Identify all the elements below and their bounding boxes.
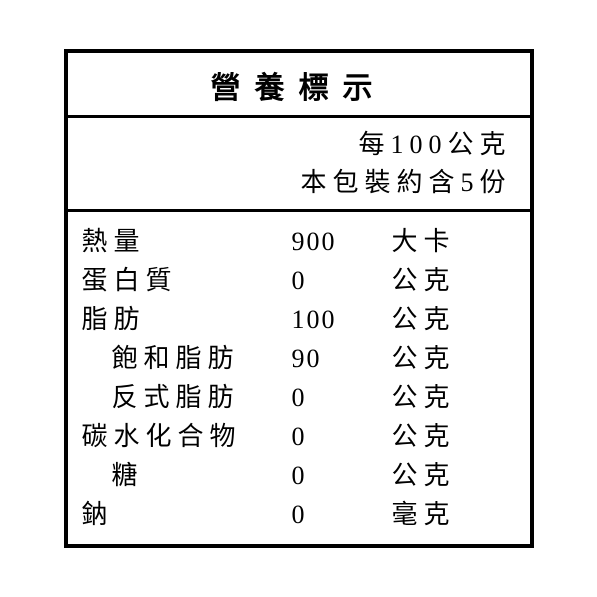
nutrient-row: 鈉 0 毫克: [82, 495, 516, 534]
nutrient-value: 0: [292, 378, 392, 417]
nutrient-row: 碳水化合物 0 公克: [82, 417, 516, 456]
nutrient-row: 飽和脂肪 90 公克: [82, 339, 516, 378]
nutrient-unit: 毫克: [392, 495, 516, 534]
nutrient-label: 碳水化合物: [82, 417, 292, 456]
nutrient-row: 脂肪 100 公克: [82, 300, 516, 339]
nutrient-unit: 公克: [392, 378, 516, 417]
nutrient-unit: 公克: [392, 339, 516, 378]
serving-line-1: 每100公克: [86, 126, 512, 164]
nutrient-label: 反式脂肪: [82, 378, 292, 417]
nutrient-label: 鈉: [82, 495, 292, 534]
serving-info: 每100公克 本包裝約含5份: [68, 118, 530, 212]
nutrient-row: 反式脂肪 0 公克: [82, 378, 516, 417]
panel-title: 營養標示: [68, 53, 530, 118]
nutrient-unit: 公克: [392, 261, 516, 300]
nutrient-value: 0: [292, 261, 392, 300]
nutrient-label: 熱量: [82, 222, 292, 261]
serving-line-2: 本包裝約含5份: [86, 164, 512, 202]
nutrient-value: 0: [292, 495, 392, 534]
nutrient-value: 100: [292, 300, 392, 339]
nutrient-value: 90: [292, 339, 392, 378]
nutrient-row: 糖 0 公克: [82, 456, 516, 495]
nutrient-value: 900: [292, 222, 392, 261]
nutrient-unit: 公克: [392, 417, 516, 456]
nutrient-unit: 大卡: [392, 222, 516, 261]
nutrient-value: 0: [292, 456, 392, 495]
nutrient-unit: 公克: [392, 456, 516, 495]
nutrient-list: 熱量 900 大卡 蛋白質 0 公克 脂肪 100 公克 飽和脂肪 90 公克 …: [68, 212, 530, 544]
nutrition-label-panel: 營養標示 每100公克 本包裝約含5份 熱量 900 大卡 蛋白質 0 公克 脂…: [64, 49, 534, 548]
nutrient-value: 0: [292, 417, 392, 456]
nutrient-label: 糖: [82, 456, 292, 495]
nutrient-label: 蛋白質: [82, 261, 292, 300]
nutrient-unit: 公克: [392, 300, 516, 339]
nutrient-label: 脂肪: [82, 300, 292, 339]
nutrient-row: 蛋白質 0 公克: [82, 261, 516, 300]
nutrient-row: 熱量 900 大卡: [82, 222, 516, 261]
nutrient-label: 飽和脂肪: [82, 339, 292, 378]
